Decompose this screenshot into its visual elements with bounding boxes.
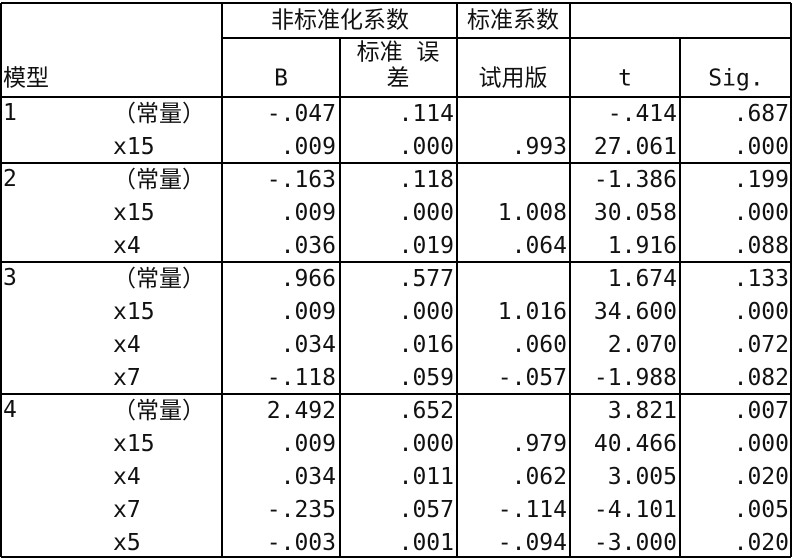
row-label: （常量） [113,101,205,127]
header-cell: t [618,66,632,92]
model-number: 2 [3,166,17,192]
cell: 2.492 [267,398,336,424]
cell: .005 [734,497,789,523]
cell: 1.674 [608,266,677,292]
cell: .652 [399,398,454,424]
cell: .007 [734,398,789,424]
cell: .088 [734,233,789,259]
cell: 3.005 [608,464,677,490]
cell: .118 [399,167,454,193]
cell: .009 [281,299,336,325]
cell: .000 [399,299,454,325]
cell: -.003 [267,530,336,556]
cell: 1.016 [498,299,567,325]
cell: .000 [734,134,789,160]
model-number: 4 [3,397,17,423]
cell: .133 [734,266,789,292]
cell: -3.000 [594,530,677,556]
row-label: x7 [113,497,141,523]
cell: .009 [281,200,336,226]
row-label: x7 [113,365,141,391]
cell: .011 [399,464,454,490]
row-label: x15 [113,431,155,457]
row-label: （常量） [113,266,205,292]
cell: 1.008 [498,200,567,226]
cell: .020 [734,530,789,556]
cell: .059 [399,365,454,391]
cell: .064 [512,233,567,259]
cell: 34.600 [594,299,677,325]
header-cell: 差 [387,66,410,92]
cell: -1.386 [594,167,677,193]
cell: .199 [734,167,789,193]
cell: -.163 [267,167,336,193]
cell: .060 [512,332,567,358]
cell: .009 [281,431,336,457]
cell: .966 [281,266,336,292]
cell: .016 [399,332,454,358]
cell: 3.821 [608,398,677,424]
header-cell: B [274,66,288,92]
cell: 2.070 [608,332,677,358]
cell: .000 [734,299,789,325]
cell: -.118 [267,365,336,391]
row-label: x4 [113,233,141,259]
cell: .114 [399,101,454,127]
header-cell: 标准 误 [357,40,440,66]
row-label: x15 [113,299,155,325]
cell: 40.466 [594,431,677,457]
row-label: x15 [113,134,155,160]
cell: .019 [399,233,454,259]
cell: .000 [399,200,454,226]
cell: .001 [399,530,454,556]
cell: .979 [512,431,567,457]
cell: .020 [734,464,789,490]
row-label: x15 [113,200,155,226]
cell: 30.058 [594,200,677,226]
row-label: x5 [113,530,141,556]
cell: 27.061 [594,134,677,160]
cell: .082 [734,365,789,391]
row-label: （常量） [113,398,205,424]
header-cell: 非标准化系数 [271,8,409,34]
header-cell: 标准系数 [467,8,559,34]
cell: .034 [281,464,336,490]
row-label: x4 [113,464,141,490]
model-number: 3 [3,265,17,291]
cell: .036 [281,233,336,259]
cell: .072 [734,332,789,358]
cell: -.414 [608,101,677,127]
model-number: 1 [3,100,17,126]
cell: .687 [734,101,789,127]
header-cell: 模型 [3,66,49,92]
cell: .000 [399,431,454,457]
cell: -.114 [498,497,567,523]
cell: 1.916 [608,233,677,259]
cell: -.047 [267,101,336,127]
row-label: （常量） [113,167,205,193]
cell: .000 [734,200,789,226]
cell: -.094 [498,530,567,556]
header-cell: Sig. [708,66,763,92]
cell: .009 [281,134,336,160]
row-label: x4 [113,332,141,358]
cell: -.057 [498,365,567,391]
cell: .062 [512,464,567,490]
cell: .034 [281,332,336,358]
cell: .000 [734,431,789,457]
cell: -1.988 [594,365,677,391]
header-cell: 试用版 [479,66,548,92]
cell: -.235 [267,497,336,523]
cell: .577 [399,266,454,292]
cell: .993 [512,134,567,160]
cell: .057 [399,497,454,523]
cell: .000 [399,134,454,160]
cell: -4.101 [594,497,677,523]
